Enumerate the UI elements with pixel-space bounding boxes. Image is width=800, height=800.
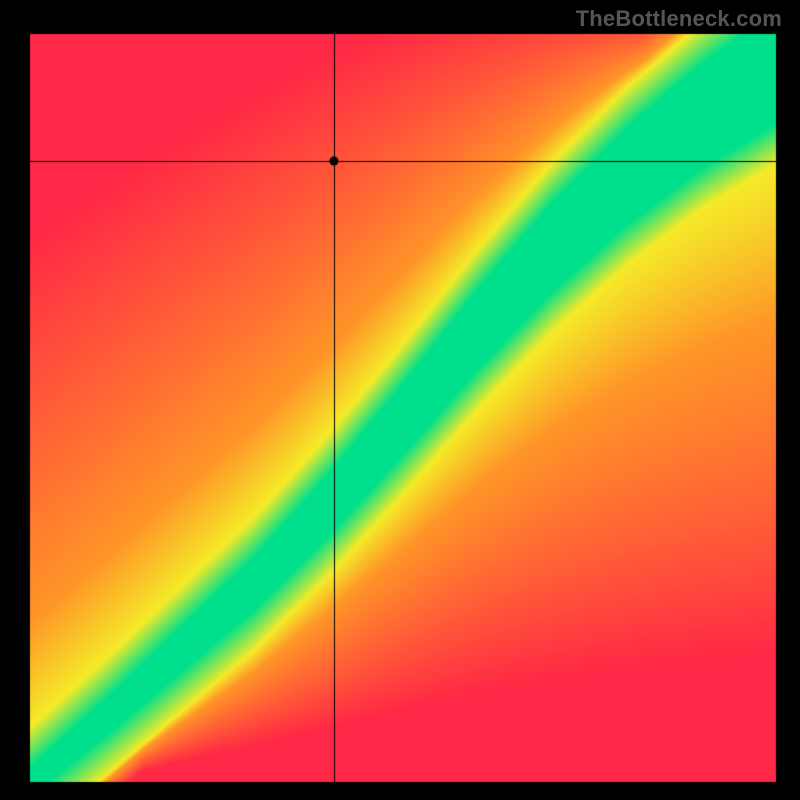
watermark-text: TheBottleneck.com — [576, 6, 782, 32]
bottleneck-heatmap — [0, 0, 800, 800]
